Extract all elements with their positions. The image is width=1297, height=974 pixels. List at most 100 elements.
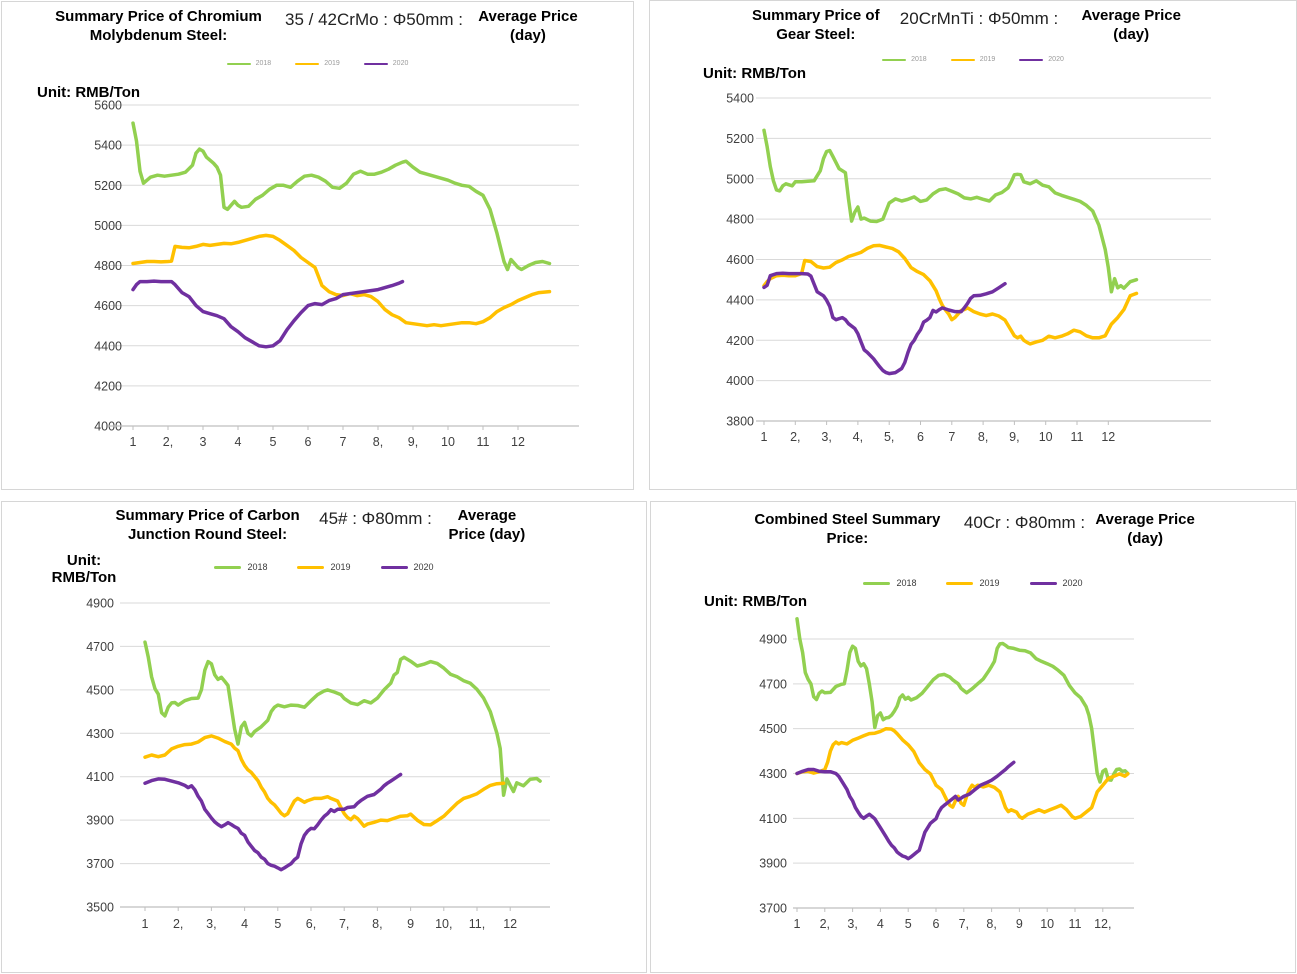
x-axis-tick-label: 5 — [274, 917, 281, 931]
x-axis-tick-label: 7, — [339, 917, 349, 931]
chart-title-spec: 45# : Φ80mm : — [319, 509, 432, 528]
legend-swatch-icon — [297, 565, 325, 569]
legend-swatch-icon — [295, 62, 320, 65]
x-axis-tick-label: 3 — [200, 435, 207, 449]
series-line-2018 — [143, 640, 542, 797]
x-axis-tick-label: 9, — [408, 435, 418, 449]
y-axis-tick-label: 5400 — [94, 139, 122, 153]
y-axis-tick-label: 5600 — [94, 99, 122, 113]
x-axis-tick-label: 9 — [1016, 917, 1023, 931]
series-line-2019 — [795, 726, 1130, 821]
x-axis-tick-label: 10 — [441, 435, 455, 449]
x-axis-tick-label: 4 — [241, 917, 248, 931]
chart-title-suffix: Average Price (day) — [1095, 511, 1195, 547]
chart-title-main: Combined Steel Summary Price: — [754, 511, 941, 547]
x-axis-tick-label: 7, — [959, 917, 969, 931]
chart-legend: 2018 2019 2020 — [650, 56, 1296, 63]
unit-label: Unit: RMB/Ton — [703, 65, 807, 82]
y-axis-tick-label: 4400 — [726, 293, 754, 307]
legend-label: 2018 — [247, 562, 268, 572]
chart-panel-gear-steel: Summary Price of Gear Steel: 20CrMnTi : … — [649, 0, 1297, 490]
chart-title-suffix: Average Price (day) — [1081, 7, 1181, 43]
chart-title-spec: 20CrMnTi : Φ50mm : — [899, 9, 1059, 28]
legend-label: 2019 — [330, 562, 351, 572]
x-axis-tick-label: 3, — [821, 430, 831, 444]
series-line-2018 — [762, 128, 1139, 294]
series-line-2020 — [762, 271, 1007, 376]
x-axis-tick-label: 4, — [853, 430, 863, 444]
y-axis-tick-label: 4100 — [86, 770, 114, 784]
x-axis-tick-label: 6 — [917, 430, 924, 444]
legend-item-2018: 2018 — [863, 578, 916, 588]
chart-legend: 2018 2019 2020 — [651, 578, 1295, 588]
y-axis-tick-label: 4500 — [86, 683, 114, 697]
legend-swatch-icon — [1019, 58, 1044, 61]
y-axis-tick-label: 4800 — [726, 213, 754, 227]
legend-label: 2019 — [979, 578, 1000, 588]
legend-item-2019: 2019 — [297, 562, 351, 572]
y-axis-tick-label: 4300 — [86, 727, 114, 741]
legend-item-2019: 2019 — [295, 60, 340, 67]
x-axis-tick-label: 2, — [820, 917, 830, 931]
y-axis-tick-label: 4500 — [759, 722, 787, 736]
y-axis-tick-label: 4000 — [726, 374, 754, 388]
chart-title-main: Summary Price of Carbon Junction Round S… — [115, 507, 300, 543]
x-axis-tick-label: 8, — [372, 917, 382, 931]
legend-item-2018: 2018 — [214, 562, 267, 572]
chart-panel-carbon-round-steel: Summary Price of Carbon Junction Round S… — [1, 501, 647, 973]
x-axis-tick-label: 10 — [1039, 430, 1053, 444]
x-axis-tick-label: 11, — [469, 917, 485, 931]
legend-item-2019: 2019 — [950, 56, 996, 63]
x-axis-tick-label: 8, — [373, 435, 383, 449]
x-axis-tick-label: 2, — [173, 917, 183, 931]
y-axis-tick-label: 3500 — [86, 901, 114, 915]
legend-item-2019: 2019 — [946, 578, 1000, 588]
legend-swatch-icon — [863, 581, 891, 585]
y-axis-tick-label: 5400 — [726, 92, 754, 106]
legend-label: 2019 — [324, 60, 340, 67]
y-axis-tick-label: 4700 — [759, 677, 787, 691]
legend-label: 2019 — [979, 56, 996, 63]
legend-label: 2020 — [1062, 578, 1083, 588]
series-line-2020 — [143, 772, 403, 872]
series-line-2020 — [795, 760, 1016, 861]
unit-label: Unit: RMB/Ton — [51, 552, 117, 586]
y-axis-tick-label: 4400 — [94, 339, 122, 353]
legend-swatch-icon — [363, 62, 388, 65]
x-axis-tick-label: 1 — [142, 917, 149, 931]
x-axis-tick-label: 12, — [1094, 917, 1111, 931]
legend-item-2018: 2018 — [882, 56, 927, 63]
x-axis-tick-label: 2, — [790, 430, 800, 444]
x-axis-tick-label: 2, — [163, 435, 173, 449]
chart-title-main: Summary Price of Gear Steel: — [752, 7, 880, 43]
series-line-2019 — [131, 233, 552, 328]
x-axis-tick-label: 9 — [407, 917, 414, 931]
legend-swatch-icon — [214, 565, 242, 569]
chart-title-suffix: Average Price (day) — [478, 8, 578, 44]
chart-title: Summary Price of Carbon Junction Round S… — [2, 507, 636, 545]
x-axis-tick-label: 5 — [270, 435, 277, 449]
series-line-2019 — [762, 243, 1139, 346]
chart-title: Combined Steel Summary Price: 40Cr : Φ80… — [651, 511, 1285, 549]
legend-swatch-icon — [946, 581, 974, 585]
x-axis-tick-label: 10, — [435, 917, 452, 931]
y-axis-tick-label: 4600 — [94, 299, 122, 313]
legend-item-2020: 2020 — [363, 60, 408, 67]
unit-label: Unit: RMB/Ton — [37, 84, 141, 101]
price-chart-svg: 5400 5200 5000 4800 4600 4400 4200 4000 3800 1 2, 3… — [726, 92, 1211, 444]
x-axis-tick-label: 8, — [978, 430, 988, 444]
chart-title: Summary Price of Gear Steel: 20CrMnTi : … — [650, 7, 1286, 45]
x-axis-tick-label: 5, — [884, 430, 894, 444]
y-axis-tick-label: 4200 — [94, 379, 122, 393]
y-axis-tick-label: 3700 — [86, 857, 114, 871]
y-axis-tick-label: 4200 — [726, 334, 754, 348]
x-axis-tick-label: 6 — [933, 917, 940, 931]
series-line-2019 — [143, 734, 506, 828]
x-axis-tick-label: 11 — [1071, 430, 1084, 444]
x-axis-tick-label: 7 — [948, 430, 955, 444]
x-axis-tick-label: 5 — [905, 917, 912, 931]
y-axis-tick-label: 5000 — [94, 219, 122, 233]
legend-item-2018: 2018 — [226, 60, 271, 67]
